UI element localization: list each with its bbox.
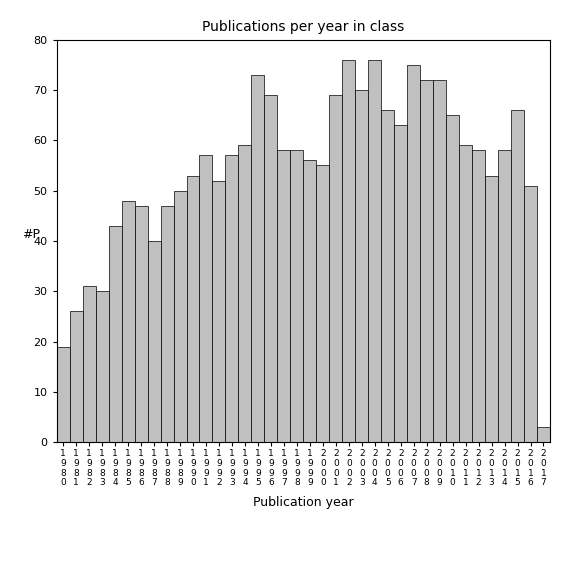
Bar: [187, 176, 200, 442]
Bar: [109, 226, 121, 442]
Bar: [537, 427, 550, 442]
Bar: [121, 201, 134, 442]
Bar: [213, 180, 226, 442]
Bar: [134, 206, 147, 442]
Y-axis label: #P: #P: [22, 228, 40, 241]
Bar: [239, 145, 251, 442]
Bar: [160, 206, 174, 442]
Bar: [368, 60, 381, 442]
Bar: [251, 75, 264, 442]
Bar: [57, 346, 70, 442]
X-axis label: Publication year: Publication year: [253, 496, 354, 509]
Bar: [420, 80, 433, 442]
Bar: [433, 80, 446, 442]
Bar: [356, 90, 368, 442]
Bar: [200, 155, 213, 442]
Bar: [407, 65, 420, 442]
Bar: [342, 60, 356, 442]
Bar: [147, 241, 160, 442]
Bar: [524, 185, 537, 442]
Bar: [70, 311, 83, 442]
Title: Publications per year in class: Publications per year in class: [202, 20, 404, 35]
Bar: [83, 286, 96, 442]
Bar: [329, 95, 342, 442]
Bar: [316, 166, 329, 442]
Bar: [498, 150, 511, 442]
Bar: [446, 115, 459, 442]
Bar: [264, 95, 277, 442]
Bar: [174, 191, 187, 442]
Bar: [459, 145, 472, 442]
Bar: [511, 110, 524, 442]
Bar: [290, 150, 303, 442]
Bar: [394, 125, 407, 442]
Bar: [472, 150, 485, 442]
Bar: [226, 155, 239, 442]
Bar: [303, 160, 316, 442]
Bar: [381, 110, 394, 442]
Bar: [96, 291, 109, 442]
Bar: [277, 150, 290, 442]
Bar: [485, 176, 498, 442]
